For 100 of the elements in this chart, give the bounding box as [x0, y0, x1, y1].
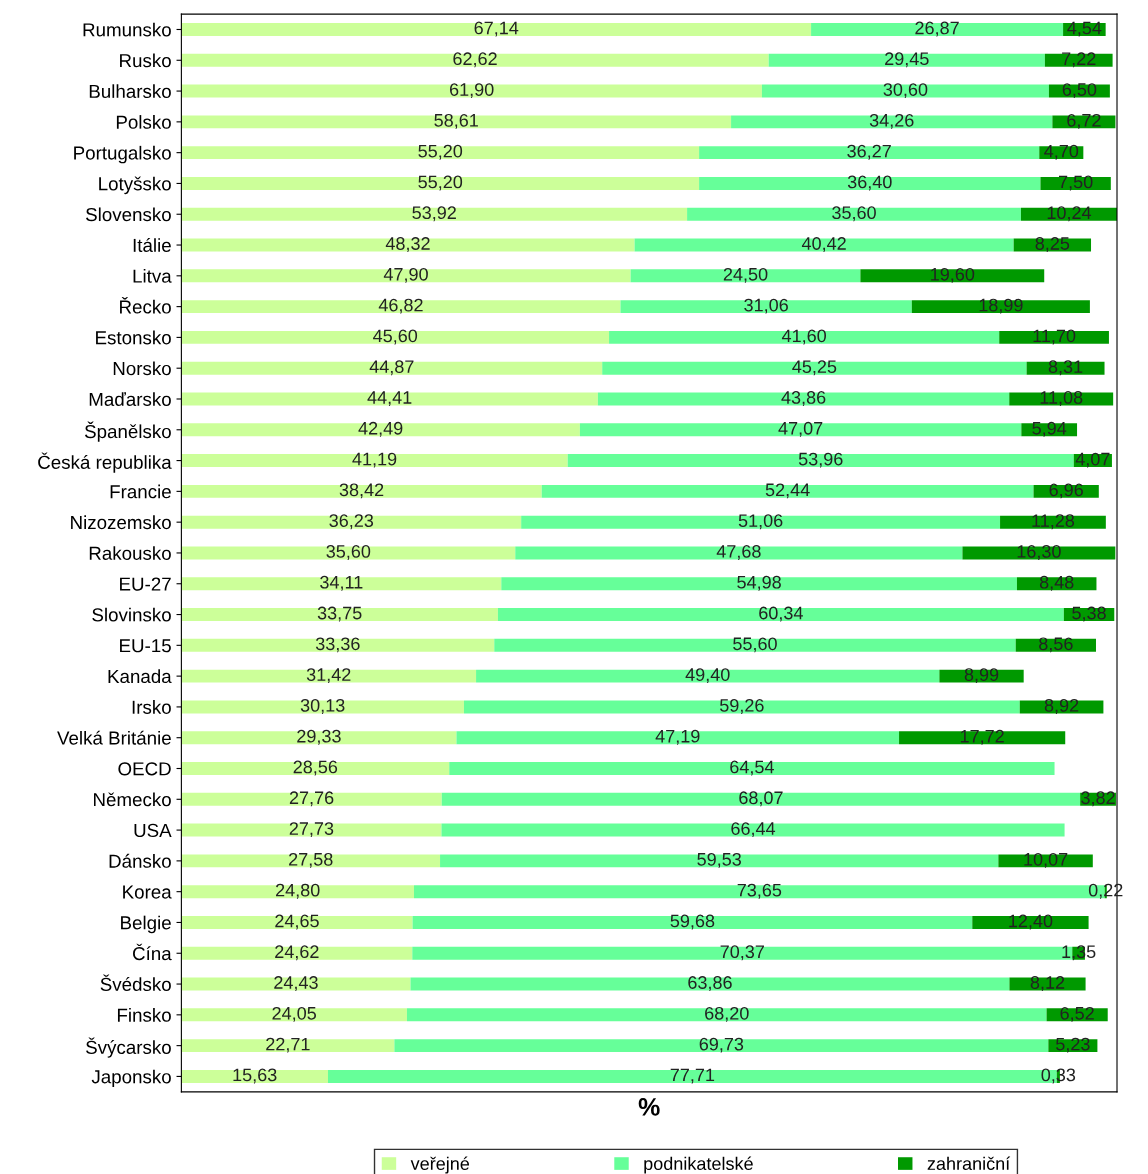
data-label: 18,99	[979, 298, 1023, 314]
bar	[181, 53, 769, 67]
bar	[181, 762, 450, 775]
data-label: 17,72	[960, 729, 1004, 745]
data-label: 31,42	[306, 668, 351, 684]
data-label: 59,26	[719, 698, 764, 714]
bar	[699, 176, 1041, 190]
bar	[181, 946, 413, 960]
bar	[476, 669, 940, 683]
bar	[181, 23, 812, 36]
y-tick-label: Čína	[133, 943, 172, 961]
y-tick-label: Švýcarsko	[86, 1037, 171, 1058]
data-label: 6,72	[1067, 113, 1101, 129]
data-label: 27,76	[289, 791, 334, 807]
data-label: 48,32	[385, 237, 430, 253]
bar	[911, 300, 1090, 314]
data-label: 31,06	[744, 298, 788, 314]
bar	[181, 515, 522, 529]
bar	[181, 238, 635, 252]
data-label: 8,99	[964, 668, 999, 684]
data-label: 8,56	[1039, 637, 1073, 653]
y-tick-label: OECD	[118, 762, 171, 776]
data-label: 3,82	[1081, 791, 1115, 807]
bar	[515, 546, 963, 560]
bar	[899, 731, 1066, 745]
data-label: 68,07	[739, 791, 783, 807]
bar	[181, 330, 610, 344]
bar	[609, 330, 1000, 344]
data-label: 51,06	[738, 514, 783, 530]
data-label: 53,96	[798, 452, 843, 468]
bar	[501, 577, 1017, 591]
data-label: 77,71	[670, 1068, 715, 1084]
bar	[181, 669, 477, 683]
data-label: 1,35	[1062, 945, 1096, 961]
data-label: 41,19	[352, 452, 397, 468]
data-label: 34,26	[869, 113, 914, 129]
data-label: 44,41	[367, 391, 412, 406]
data-label: 63,86	[688, 976, 732, 992]
data-label: 24,62	[275, 945, 319, 961]
data-label: 10,07	[1024, 852, 1068, 868]
bar	[1026, 361, 1105, 375]
data-label: 30,13	[300, 698, 345, 714]
data-label: 15,63	[233, 1068, 277, 1084]
bar	[972, 916, 1089, 929]
data-label: 28,56	[293, 760, 338, 776]
bar	[181, 1069, 328, 1083]
bar	[181, 176, 700, 190]
bar	[181, 484, 542, 498]
bar	[394, 1039, 1049, 1053]
legend-label: podnikatelské	[644, 1156, 753, 1174]
data-label: 47,90	[383, 267, 428, 283]
data-label: 35,60	[832, 206, 876, 222]
y-tick-label: Rumunsko	[83, 22, 171, 37]
bar	[1040, 176, 1111, 190]
data-label: 36,23	[329, 514, 374, 530]
data-label: 70,37	[720, 945, 764, 961]
bar	[181, 916, 413, 929]
bar	[181, 700, 464, 714]
data-label: 59,68	[670, 914, 715, 930]
data-label: 0,22	[1088, 883, 1123, 899]
bar	[634, 238, 1014, 252]
data-label: 29,33	[297, 729, 341, 745]
data-label: 66,44	[731, 822, 776, 838]
bar	[181, 1008, 407, 1022]
bar	[181, 638, 495, 652]
bar	[597, 392, 1010, 406]
bar	[181, 885, 414, 899]
data-label: 30,60	[883, 83, 928, 99]
bar	[962, 546, 1116, 560]
y-tick-label: Polsko	[116, 115, 171, 129]
bar	[406, 1008, 1047, 1022]
data-label: 0,33	[1041, 1068, 1076, 1084]
data-label: 8,48	[1039, 575, 1074, 591]
bar	[999, 330, 1109, 344]
data-label: 8,25	[1035, 237, 1070, 253]
bar	[181, 269, 631, 283]
data-label: 5,23	[1056, 1037, 1090, 1053]
data-label: 24,65	[275, 914, 319, 930]
bar	[181, 454, 568, 468]
data-label: 59,53	[697, 852, 742, 868]
data-label: 4,07	[1075, 452, 1110, 468]
y-tick-label: Estonsko	[96, 330, 171, 345]
data-label: 29,45	[885, 52, 929, 68]
data-label: 38,42	[339, 483, 384, 499]
bar	[441, 823, 1065, 837]
y-tick-label: Dánsko	[109, 853, 171, 868]
data-label: 54,98	[737, 575, 781, 591]
y-tick-label: Lotyšsko	[99, 176, 171, 195]
data-label: 55,60	[733, 637, 777, 653]
y-tick-label: Irsko	[132, 700, 171, 714]
bar	[441, 792, 1081, 806]
y-tick-label: Kanada	[108, 669, 172, 684]
data-label: 16,30	[1017, 545, 1061, 560]
data-label: 44,87	[369, 360, 414, 376]
data-label: 46,82	[378, 298, 423, 314]
y-tick-label: Litva	[133, 269, 172, 283]
bar	[602, 361, 1027, 375]
bar	[410, 977, 1010, 991]
bar	[181, 731, 457, 745]
data-label: 61,90	[449, 83, 494, 99]
